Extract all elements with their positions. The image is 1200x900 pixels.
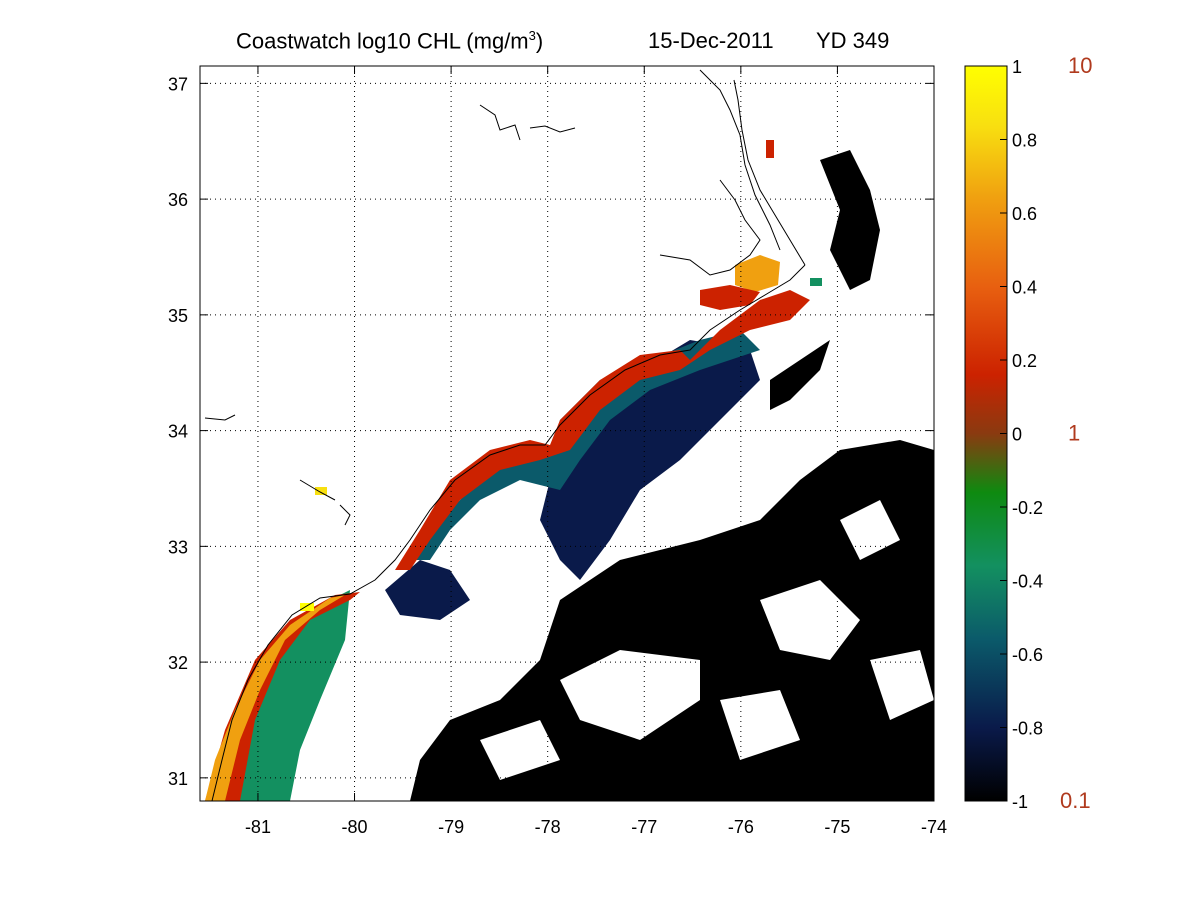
colorbar-tick-label: -0.8 [1012,719,1043,739]
x-axis: -81 -80 -79 -78 -77 -76 -75 -74 [245,66,947,837]
plot-frame [199,65,935,802]
x-tick-label: -81 [245,817,271,837]
y-axis: 31 32 33 34 35 36 37 [168,74,934,789]
pamlico-red [700,285,760,310]
x-tick-label: -79 [438,817,464,837]
map-title: Coastwatch log10 CHL (mg/m3) 15-Dec-2011… [0,28,1200,58]
shelf-dark-region-south [385,560,470,620]
title-yearday: YD 349 [816,28,890,53]
colorbar-tick-label: 0.2 [1012,351,1037,371]
albemarle-red-spot [766,140,774,158]
colorbar-tick-label: 0 [1012,425,1022,445]
title-date: 15-Dec-2011 [648,28,774,53]
offshore-low-chl [410,150,934,801]
y-tick-label: 33 [168,537,188,557]
y-tick-label: 34 [168,422,188,442]
colorbar-tick-label: -0.6 [1012,645,1043,665]
shelf-dark-region [540,340,760,580]
x-tick-label: -74 [921,817,947,837]
x-tick-label: -78 [535,817,561,837]
coastal-red-band [205,592,360,801]
colorbar-linear-label: 10 [1068,53,1092,78]
x-tick-label: -76 [728,817,754,837]
cloud-gaps [480,500,934,780]
x-tick-label: -75 [824,817,850,837]
x-tick-label: -77 [631,817,657,837]
y-tick-label: 35 [168,306,188,326]
shelf-teal-band [410,330,760,560]
y-tick-label: 37 [168,74,188,94]
charleston-yellow-spot [300,603,314,611]
y-tick-label: 31 [168,769,188,789]
colorbar-tick-label: -0.4 [1012,572,1043,592]
pamlico-high-chl [735,255,780,292]
x-tick-label: -80 [342,817,368,837]
colorbar-tick-label: -0.2 [1012,498,1043,518]
coastline [204,69,806,801]
colorbar-tick-label: 0.4 [1012,278,1037,298]
y-tick-label: 36 [168,190,188,210]
title-product-text: Coastwatch log10 CHL (mg/m [236,28,529,54]
colorbar-tick-label: -1 [1012,792,1028,812]
title-product: Coastwatch log10 CHL (mg/m3) [236,28,543,54]
chlorophyll-data-layer [205,140,934,801]
hatteras-green-spot [810,278,822,286]
inland-yellow-spot [315,487,327,495]
colorbar-linear-label: 0.1 [1060,788,1091,813]
colorbar-tick-label: 0.6 [1012,204,1037,224]
nc-coastal-red-band [395,290,810,570]
colorbar-tick-label: 1 [1012,57,1022,77]
title-superscript: 3 [528,28,536,43]
title-close: ) [535,28,544,54]
colorbar-linear-labels: 10 1 0.1 [1060,53,1092,813]
colorbar-ticks: 1 0.8 0.6 0.4 0.2 0 -0.2 -0.4 -0.6 -0.8 -1 [1000,57,1043,812]
colorbar-linear-label: 1 [1068,421,1080,446]
colorbar-tick-label: 0.8 [1012,131,1037,151]
georgia-coastal-orange [205,595,345,801]
y-tick-label: 32 [168,653,188,673]
